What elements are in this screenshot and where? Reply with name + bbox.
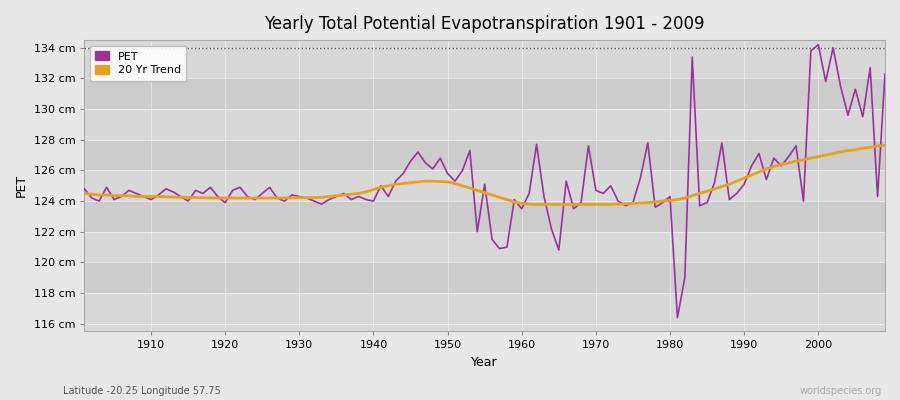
X-axis label: Year: Year [472, 356, 498, 369]
Bar [85, 201, 885, 232]
Bar [85, 48, 885, 78]
Text: Latitude -20.25 Longitude 57.75: Latitude -20.25 Longitude 57.75 [63, 386, 220, 396]
Bar [85, 324, 885, 332]
Text: worldspecies.org: worldspecies.org [800, 386, 882, 396]
Bar [85, 293, 885, 324]
Bar [85, 140, 885, 170]
Title: Yearly Total Potential Evapotranspiration 1901 - 2009: Yearly Total Potential Evapotranspiratio… [265, 15, 705, 33]
Bar [85, 109, 885, 140]
Bar [85, 262, 885, 293]
Bar [85, 78, 885, 109]
Bar [85, 232, 885, 262]
Legend: PET, 20 Yr Trend: PET, 20 Yr Trend [90, 46, 186, 81]
Y-axis label: PET: PET [15, 174, 28, 197]
Bar [85, 170, 885, 201]
